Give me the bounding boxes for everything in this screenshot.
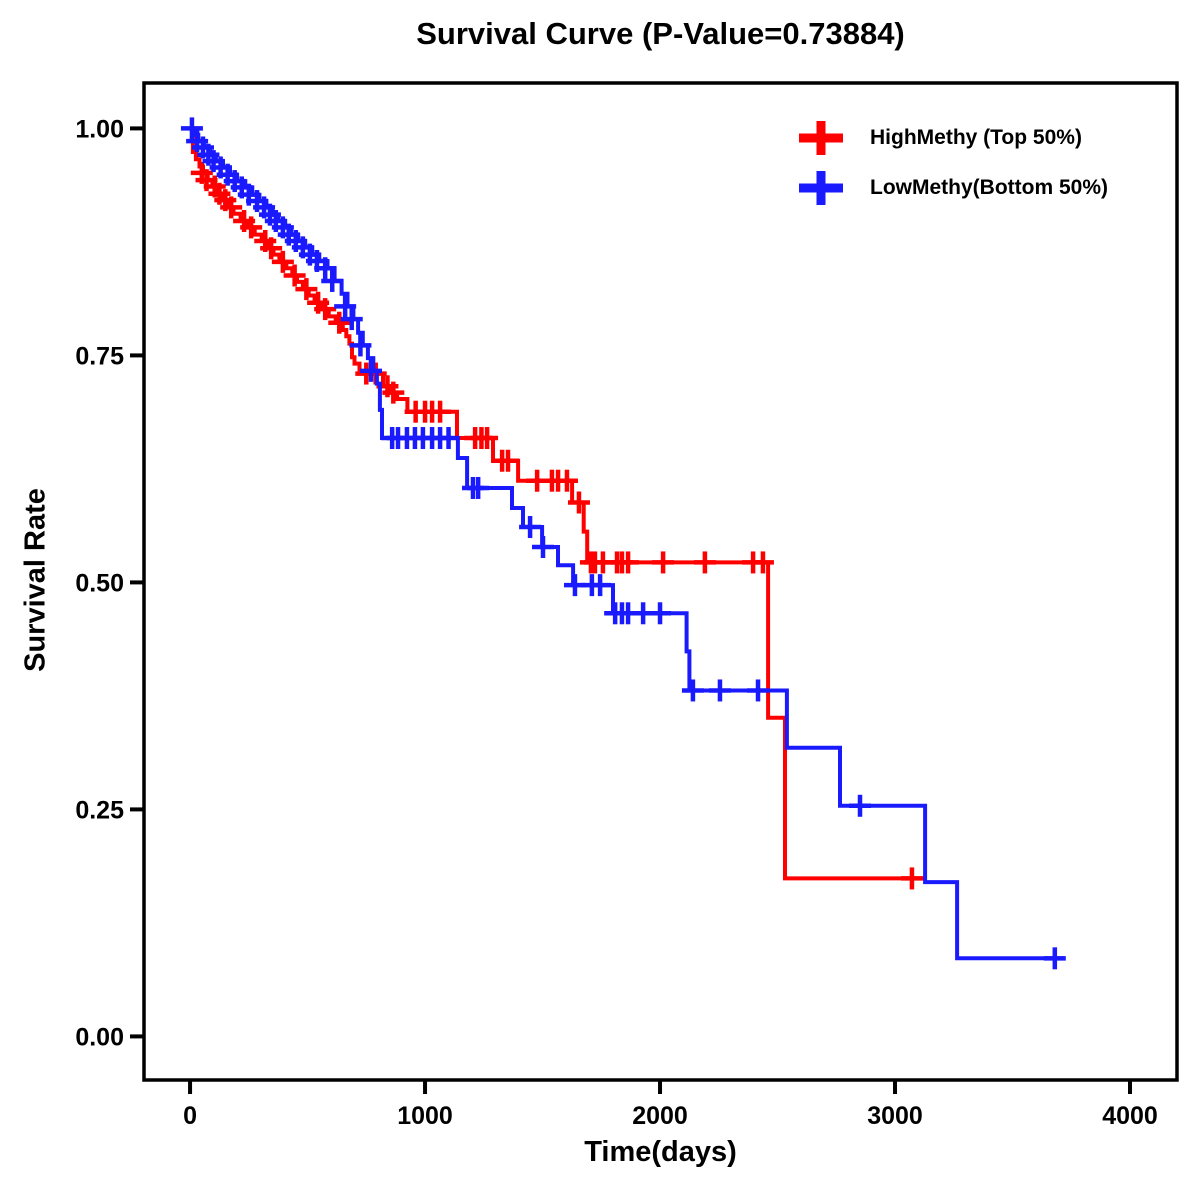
x-tick-label: 3000 (867, 1102, 923, 1130)
y-tick-label: 0.50 (75, 569, 124, 597)
chart-title: Survival Curve (P-Value=0.73884) (416, 16, 905, 51)
lowmethy-curve (190, 126, 1065, 961)
lowmethy-plus-icon (799, 171, 843, 205)
x-tick-label: 2000 (632, 1102, 688, 1130)
legend-item-lowmethy: LowMethy(Bottom 50%) (798, 166, 1108, 210)
y-tick-label: 0.25 (75, 796, 124, 824)
y-tick-label: 0.00 (75, 1023, 124, 1051)
legend: HighMethy (Top 50%) LowMethy(Bottom 50%) (798, 116, 1108, 216)
y-tick-label: 1.00 (75, 115, 124, 143)
y-tick-label: 0.75 (75, 342, 124, 370)
highmethy-plus-icon (799, 121, 843, 155)
x-tick-label: 4000 (1102, 1102, 1158, 1130)
x-axis-label: Time(days) (584, 1136, 737, 1168)
x-tick-label: 1000 (397, 1102, 453, 1130)
legend-label-lowmethy: LowMethy(Bottom 50%) (870, 176, 1108, 199)
legend-item-highmethy: HighMethy (Top 50%) (798, 116, 1108, 160)
legend-label-highmethy: HighMethy (Top 50%) (870, 126, 1082, 149)
x-tick-label: 0 (183, 1102, 197, 1130)
